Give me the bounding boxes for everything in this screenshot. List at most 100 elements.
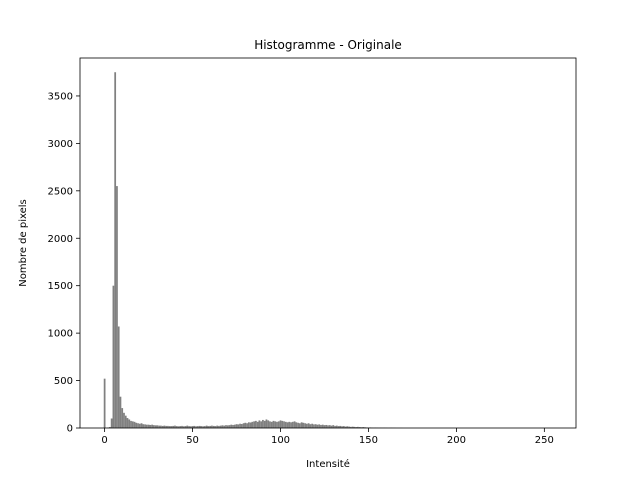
histogram-bar bbox=[255, 420, 257, 428]
histogram-bar bbox=[140, 423, 143, 428]
y-tick-label: 0 bbox=[67, 424, 73, 435]
histogram-bar bbox=[309, 424, 312, 428]
histogram-bar bbox=[341, 426, 343, 428]
histogram-bar bbox=[274, 421, 277, 428]
histogram-bar bbox=[239, 423, 241, 428]
histogram-bar bbox=[228, 425, 231, 428]
histogram-bar bbox=[327, 425, 329, 428]
histogram-bar bbox=[109, 427, 111, 428]
histogram-bar bbox=[272, 420, 275, 428]
histogram-bar bbox=[344, 426, 347, 428]
histogram-bar bbox=[339, 425, 342, 428]
histogram-bar bbox=[184, 426, 187, 428]
histogram-bar bbox=[276, 421, 278, 428]
y-tick-label: 2000 bbox=[48, 234, 73, 245]
histogram-bar bbox=[145, 424, 148, 428]
histogram-bar bbox=[300, 422, 303, 428]
histogram-bar bbox=[156, 425, 159, 428]
histogram-bar bbox=[114, 72, 117, 428]
x-tick-label: 250 bbox=[535, 435, 554, 446]
chart-title: Histogramme - Originale bbox=[254, 38, 402, 52]
histogram-bar bbox=[348, 426, 350, 428]
histogram-bar bbox=[233, 424, 236, 428]
histogram-bar bbox=[297, 422, 299, 428]
histogram-bar bbox=[267, 420, 270, 428]
histogram-bar bbox=[342, 426, 345, 428]
histogram-bar bbox=[298, 423, 301, 428]
histogram-bar bbox=[262, 419, 264, 428]
histogram-bar bbox=[337, 426, 340, 428]
x-tick-label: 200 bbox=[447, 435, 466, 446]
histogram-bar bbox=[335, 425, 338, 428]
histogram-bar bbox=[281, 420, 284, 428]
histogram-bar bbox=[133, 421, 136, 428]
histogram-bar bbox=[357, 426, 359, 428]
histogram-bar bbox=[204, 426, 206, 428]
histogram-bar bbox=[205, 425, 208, 428]
histogram-bar bbox=[160, 425, 162, 428]
histogram-bar bbox=[251, 421, 254, 428]
histogram-bar bbox=[323, 425, 326, 428]
histogram-bar bbox=[124, 415, 127, 428]
histogram-bar bbox=[293, 421, 296, 428]
histogram-bar bbox=[353, 426, 356, 428]
y-axis-ticks: 0 500 1000 1500 2000 2500 3000 3500 bbox=[48, 91, 80, 435]
histogram-bar bbox=[304, 423, 307, 428]
histogram-bar bbox=[172, 425, 175, 428]
histogram-bar bbox=[200, 426, 203, 428]
histogram-bar bbox=[318, 424, 321, 428]
histogram-bar bbox=[258, 420, 261, 428]
histogram-bar bbox=[170, 426, 173, 428]
histogram-bar bbox=[355, 427, 358, 428]
histogram-bar bbox=[242, 423, 245, 428]
histogram-bar bbox=[188, 426, 190, 428]
histogram-bar bbox=[311, 423, 314, 428]
histogram-bar bbox=[291, 421, 294, 428]
histogram-bar bbox=[189, 426, 192, 428]
histogram-bar bbox=[168, 426, 171, 428]
histogram-bar bbox=[358, 427, 361, 428]
histogram-bar bbox=[121, 408, 124, 428]
histogram-bar bbox=[230, 424, 233, 428]
y-tick-label: 3500 bbox=[48, 91, 73, 102]
histogram-bar bbox=[158, 425, 161, 428]
histogram-bar bbox=[256, 421, 259, 428]
x-axis-ticks: 0 50 100 150 200 250 bbox=[101, 428, 554, 446]
histogram-bar bbox=[144, 424, 146, 428]
y-tick-label: 500 bbox=[54, 376, 73, 387]
x-tick-label: 50 bbox=[186, 435, 199, 446]
histogram-bar bbox=[321, 424, 324, 428]
histogram-bar bbox=[131, 421, 134, 428]
y-tick-label: 2500 bbox=[48, 186, 73, 197]
histogram-bar bbox=[138, 423, 141, 428]
histogram-bar bbox=[152, 425, 155, 428]
histogram-bar bbox=[209, 425, 212, 428]
histogram-bar bbox=[154, 425, 157, 428]
x-tick-label: 100 bbox=[271, 435, 290, 446]
histogram-bar bbox=[211, 425, 213, 428]
histogram-bar bbox=[142, 424, 145, 428]
histogram-bar bbox=[226, 425, 229, 428]
histogram-bar bbox=[325, 424, 328, 428]
histogram-bar bbox=[195, 426, 197, 428]
histogram-bar bbox=[237, 424, 240, 428]
histogram-bar bbox=[332, 425, 335, 428]
histogram-bar bbox=[328, 425, 331, 428]
bars-group bbox=[103, 72, 403, 428]
histogram-bar bbox=[270, 421, 273, 428]
histogram-bar bbox=[216, 425, 219, 428]
histogram-bar bbox=[286, 422, 289, 428]
histogram-bar bbox=[191, 426, 194, 428]
y-tick-label: 1000 bbox=[48, 329, 73, 340]
histogram-bar bbox=[135, 422, 138, 428]
histogram-bar bbox=[163, 425, 166, 428]
histogram-bar bbox=[232, 424, 234, 428]
histogram-bar bbox=[330, 425, 333, 428]
histogram-bar bbox=[116, 186, 118, 428]
histogram-bar bbox=[346, 426, 349, 428]
x-tick-label: 150 bbox=[359, 435, 378, 446]
histogram-bar bbox=[186, 425, 189, 428]
histogram-bar bbox=[112, 285, 115, 428]
histogram-bar bbox=[165, 425, 168, 428]
histogram-bar bbox=[198, 425, 201, 428]
